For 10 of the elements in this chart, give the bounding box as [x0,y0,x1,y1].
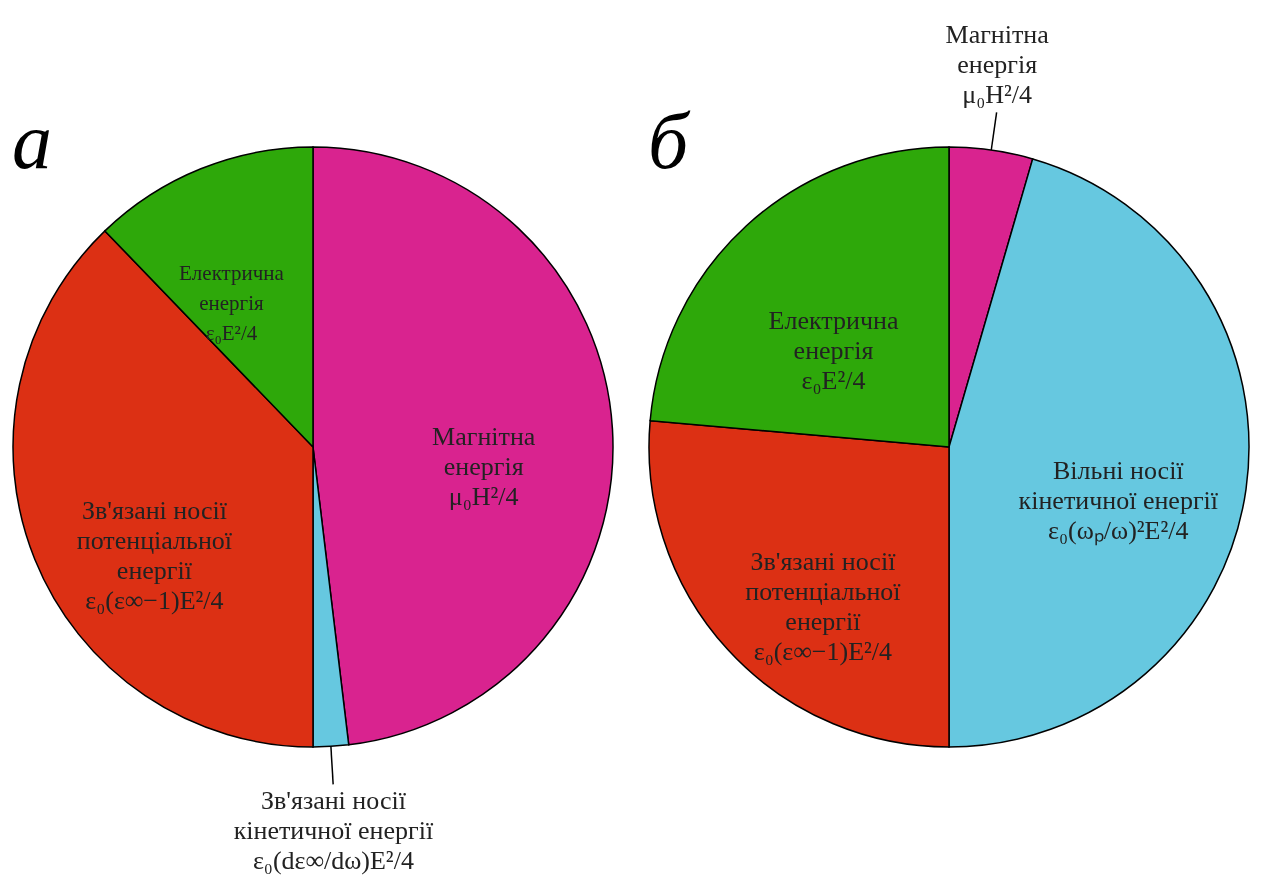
slice-label: Електрична енергія ε₀E²/4 [179,261,285,346]
slice-label: Зв'язані носії потенціальної енергії ε₀(ε∞−1)E²/4 [745,547,902,667]
slice-label: Магнітна енергія μ₀H²/4 [432,421,536,511]
slice-label: Магнітна енергія μ₀H²/4 [945,20,1050,110]
slice-label: Електрична енергія ε₀E²/4 [768,305,899,395]
chart-title: а [12,97,52,185]
slice-label: Зв'язані носії потенціальної енергії ε₀(ε∞−1)E²/4 [76,495,233,615]
slice-label: Зв'язані носії кінетичної енергії ε₀(dε∞/dω)E²/4 [233,786,434,876]
slice-label: Вільні носії кінетичної енергії ε₀(ωₚ/ω)²E²/4 [1018,456,1219,547]
text: б [648,97,691,185]
